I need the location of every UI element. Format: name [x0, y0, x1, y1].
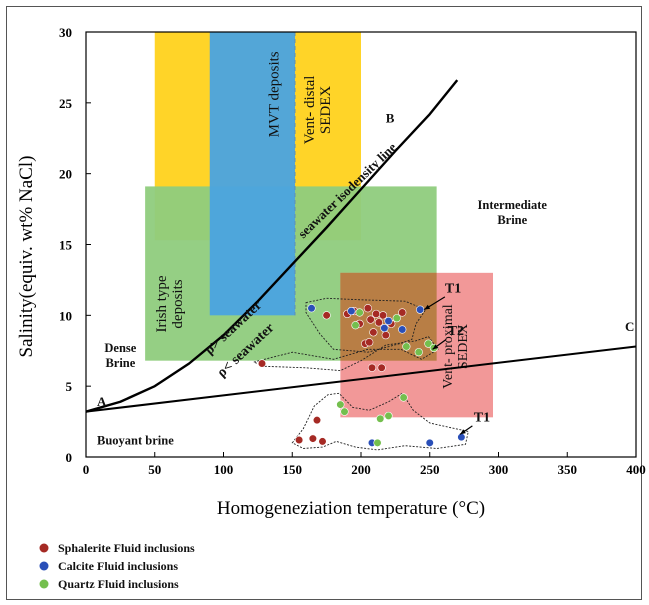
- calcite-point-5: [398, 325, 407, 334]
- quartz-point-12: [399, 393, 408, 402]
- y-tick-label: 20: [59, 167, 72, 182]
- x-tick-label: 400: [626, 462, 646, 477]
- sphalerite-point-9: [369, 328, 378, 337]
- sphalerite-point-16: [367, 363, 377, 372]
- field-mvt: [209, 32, 295, 316]
- quartz-point-3: [351, 321, 360, 330]
- sphalerite-point-22: [365, 338, 374, 347]
- quartz-point-10: [376, 414, 385, 423]
- legend-label-quartz: Quartz Fluid inclusions: [58, 577, 179, 591]
- arrow-t2-head: [432, 344, 439, 350]
- a-c-line: [86, 345, 636, 413]
- label-a: A: [97, 394, 107, 409]
- label-t1-lower: T1: [474, 411, 490, 426]
- legend-label-calcite: Calcite Fluid inclusions: [58, 559, 178, 573]
- sphalerite-point-17: [377, 363, 386, 372]
- x-tick-label: 100: [214, 462, 234, 477]
- x-tick-label: 150: [283, 462, 303, 477]
- y-tick-label: 5: [66, 379, 73, 394]
- arrow-t1-lower-head: [460, 429, 466, 435]
- label-t2: T2: [448, 324, 464, 339]
- x-tick-label: 250: [420, 462, 440, 477]
- y-tick-label: 0: [66, 450, 73, 465]
- sphalerite-point-11: [374, 318, 383, 327]
- field-labels: Vent- distalSEDEX Irish typedeposits MVT d…: [154, 51, 471, 389]
- envelope-t2: [252, 336, 439, 372]
- figure-frame: [6, 6, 642, 600]
- envelope-t1-upper: [305, 297, 427, 353]
- overlap-field: [340, 272, 437, 361]
- legend-marker-quartz: [39, 579, 49, 589]
- x-axis-label: Homogeneziation temperature (°C): [217, 498, 485, 519]
- quartz-point-7: [414, 348, 423, 357]
- quartz-point-2: [340, 407, 349, 416]
- quartz-point-11: [384, 411, 393, 421]
- y-tick-label: 25: [59, 96, 73, 111]
- calcite-point-3: [380, 323, 389, 333]
- seawater-isodensity-curve: [86, 79, 459, 413]
- label-buoyant-brine: Buoyant brine: [97, 433, 174, 447]
- sphalerite-point-2: [322, 311, 331, 320]
- label-sedex-distal: Vent- distalSEDEX: [302, 76, 334, 145]
- sphalerite-point-18: [308, 434, 317, 443]
- legend-label-sphalerite: Sphalerite Fluid inclusions: [58, 541, 195, 555]
- x-tick-label: 300: [489, 462, 509, 477]
- deposit-fields: [145, 32, 493, 418]
- x-tick-label: 200: [351, 462, 371, 477]
- quartz-point-8: [424, 339, 433, 348]
- label-c: C: [625, 319, 634, 334]
- quartz-point-4: [355, 308, 364, 317]
- quartz-point-13: [373, 438, 382, 447]
- axes: 0 50 100 150 200 250 300 350 400 0 5 10 15 20 25 30 Homo…: [16, 25, 646, 519]
- y-axis-label: Salinity(equiv. wt% NaCl): [16, 156, 37, 358]
- data-points: [257, 304, 466, 447]
- x-tick-label: 50: [148, 462, 161, 477]
- calcite-point-4: [384, 316, 393, 326]
- curves: [86, 79, 636, 413]
- y-tick-label: 15: [59, 238, 73, 253]
- sphalerite-point-19: [312, 416, 322, 425]
- legend: Sphalerite Fluid inclusions Calcite Fluid…: [39, 541, 195, 591]
- label-mvt-deposits: MVT deposits: [267, 51, 283, 137]
- arrow-t1-upper-head: [424, 304, 431, 310]
- calcite-point-1: [307, 304, 316, 313]
- x-tick-label: 0: [83, 462, 90, 477]
- sphalerite-point-10: [372, 309, 381, 319]
- calcite-point-9: [457, 433, 466, 442]
- x-tick-label: 350: [558, 462, 578, 477]
- y-tick-label: 30: [59, 25, 72, 40]
- quartz-point-5: [392, 314, 401, 323]
- label-intermediate-brine: Intermediate Brine: [478, 198, 548, 227]
- calcite-point-6: [416, 305, 425, 314]
- sphalerite-point-7: [363, 304, 372, 313]
- y-tick-label: 10: [59, 308, 72, 323]
- field-overlap: [340, 272, 437, 361]
- calcite-point-8: [425, 438, 434, 447]
- label-irish-deposits: Irish typedeposits: [154, 275, 186, 332]
- legend-marker-sphalerite: [39, 543, 49, 553]
- sphalerite-point-21: [318, 437, 327, 446]
- label-dense-brine: Dense Brine: [104, 341, 136, 370]
- sphalerite-point-13: [381, 331, 390, 340]
- sphalerite-point-8: [366, 315, 375, 324]
- sphalerite-point-20: [295, 435, 304, 445]
- sphalerite-point-1: [257, 359, 267, 368]
- quartz-point-1: [336, 400, 345, 409]
- label-b: B: [386, 111, 395, 126]
- legend-marker-calcite: [39, 561, 49, 571]
- sphalerite-point-12: [378, 311, 388, 320]
- quartz-point-6: [402, 342, 411, 351]
- label-t1-upper: T1: [445, 282, 461, 297]
- calcite-point-2: [347, 306, 356, 316]
- inclusion-envelopes: [252, 297, 469, 451]
- sphalerite-point-15: [398, 308, 407, 317]
- envelope-t1-lower: [291, 392, 469, 451]
